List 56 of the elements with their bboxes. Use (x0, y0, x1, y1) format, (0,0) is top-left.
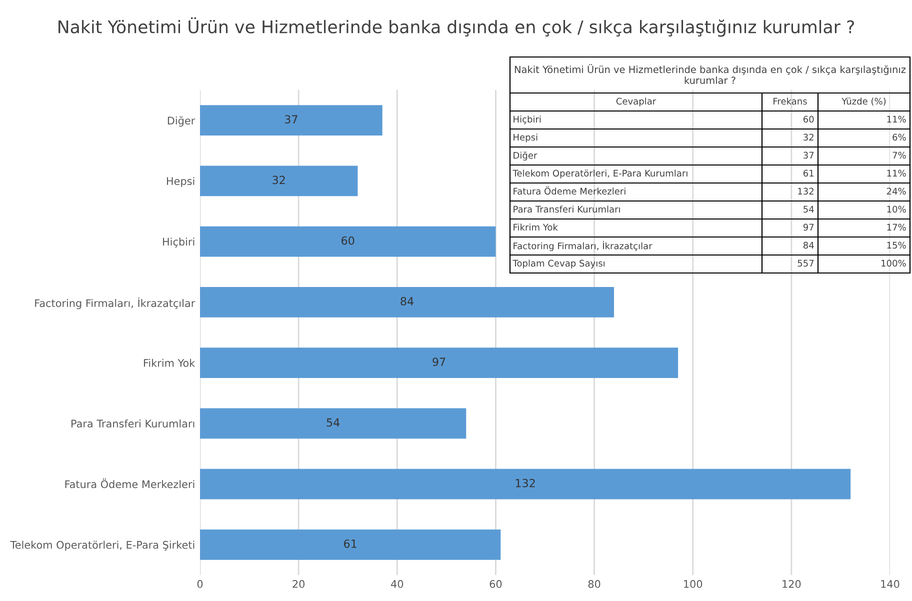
data-label: 97 (432, 358, 446, 366)
x-tick-label: 40 (391, 580, 404, 588)
annotation: Frekans (774, 98, 807, 105)
annotation: 97 (803, 224, 814, 231)
y-tick-label: Hiçbiri (163, 238, 194, 248)
annotation: Factoring Firmaları, İkrazatçılar (514, 240, 652, 252)
annotation: 15% (887, 242, 906, 249)
y-tick-label: Fikrim Yok (144, 358, 196, 367)
y-tick-label: Hepsi (166, 176, 194, 188)
text: 7% (892, 152, 906, 159)
y-tick-label: Para Transferi Kurumları (72, 419, 194, 428)
annotation: 557 (798, 260, 814, 267)
data-label: 32 (272, 176, 285, 184)
x-tick-label: 0 (197, 580, 203, 588)
data-label: 54 (326, 418, 340, 427)
data-label: 60 (342, 236, 354, 245)
annotation: 24% (886, 188, 906, 195)
annotation: Cevaplar (616, 98, 656, 106)
annotation: 37 (804, 152, 814, 159)
annotation: Toplam Cevap Sayısı (512, 260, 604, 268)
annotation: Yüzde (%) (842, 98, 886, 106)
annotation: 60 (803, 116, 814, 123)
data-label: 84 (400, 297, 414, 306)
annotation: 54 (804, 206, 814, 213)
annotation: 17% (887, 224, 906, 231)
data-label: 61 (344, 540, 356, 548)
annotation: Fikrim Yok (514, 224, 558, 231)
data-label: 37 (284, 115, 298, 124)
text: 6% (892, 134, 906, 141)
annotation: 100% (882, 260, 906, 267)
annotation: Hepsi (514, 134, 538, 142)
annotation: Fatura Ödeme Merkezleri (514, 186, 626, 195)
annotation: 32 (804, 134, 814, 141)
x-tick-label: 140 (881, 580, 900, 588)
annotation: Para Transferi Kurumları (514, 206, 620, 213)
y-tick-label: Telekom Operatörleri, E-Para Şirketi (10, 540, 194, 551)
annotation: Telekom Operatörleri, E-Para Kurumları (512, 170, 688, 178)
y-tick-label: Fatura Ödeme Merkezleri (65, 478, 194, 488)
x-tick-label: 20 (292, 580, 305, 588)
y-tick-label: Factoring Firmaları, İkrazatçılar (35, 297, 196, 310)
annotation: 84 (803, 242, 814, 249)
text: Nakit Yönetimi Ürün ve Hizmetlerinde banka dışında en çok / sıkça karşılaştığınız kurumlar ? (514, 64, 906, 84)
annotation: Hiçbiri (514, 116, 541, 124)
x-tick-label: 60 (490, 580, 502, 588)
x-tick-label: 80 (588, 580, 600, 588)
data-label: 132 (516, 478, 535, 488)
chart-title: Nakit Yönetimi Ürün ve Hizmetlerinde banka dışında en çok / sıkça karşılaştığınız kurumlar ? (58, 17, 854, 37)
annotation: 11% (887, 116, 906, 123)
annotation: 10% (887, 206, 906, 213)
annotation: Diğer (514, 152, 538, 160)
annotation: 11% (887, 170, 906, 177)
annotation: 61 (803, 170, 814, 177)
x-tick-label: 100 (684, 580, 702, 588)
y-tick-label: Diğer (168, 116, 196, 127)
annotation: 132 (798, 188, 814, 195)
x-tick-label: 120 (782, 580, 801, 588)
